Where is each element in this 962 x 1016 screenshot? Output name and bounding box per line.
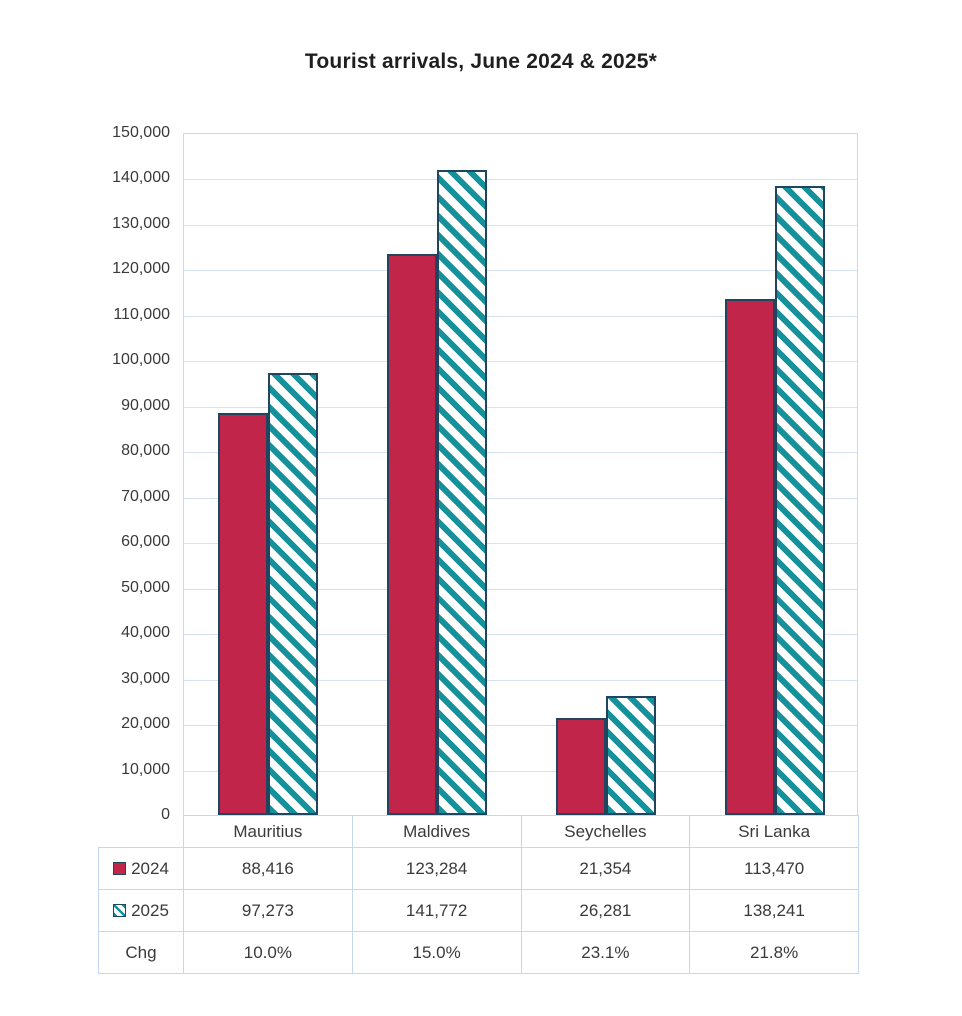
value-2024-sri-lanka: 113,470	[689, 847, 859, 890]
y-axis-tick-label: 80,000	[121, 442, 170, 460]
bar-2025-sri-lanka	[774, 186, 825, 815]
gridline	[184, 725, 857, 727]
bar-2024-mauritius	[218, 413, 269, 815]
change-value-sri-lanka: 21.8%	[689, 931, 859, 974]
legend-key-2025: 2025	[98, 889, 184, 932]
category-header-sri-lanka: Sri Lanka	[689, 815, 859, 848]
legend-key-2024: 2024	[98, 847, 184, 890]
plot-area	[183, 133, 858, 815]
y-axis-tick-label: 140,000	[112, 169, 170, 187]
value-2025-sri-lanka: 138,241	[689, 889, 859, 932]
gridline	[184, 270, 857, 272]
change-value-mauritius: 10.0%	[183, 931, 353, 974]
gridline	[184, 497, 857, 499]
change-row-label: Chg	[98, 931, 184, 974]
y-axis-tick-label: 60,000	[121, 533, 170, 551]
y-axis-tick-label: 10,000	[121, 760, 170, 778]
y-axis-tick-label: 110,000	[113, 305, 170, 323]
change-value-maldives: 15.0%	[351, 931, 522, 974]
legend-label-2024: 2024	[131, 858, 169, 878]
y-axis-tick-label: 70,000	[121, 487, 170, 505]
gridline	[184, 634, 857, 636]
change-value-seychelles: 23.1%	[520, 931, 691, 974]
value-2024-mauritius: 88,416	[183, 847, 353, 890]
gridline	[184, 179, 857, 181]
y-axis-tick-label: 20,000	[121, 715, 170, 733]
y-axis-tick-label: 100,000	[112, 351, 170, 369]
y-axis-tick-label: 130,000	[112, 214, 170, 232]
bar-2024-maldives	[387, 254, 438, 815]
category-header-maldives: Maldives	[351, 815, 522, 848]
y-axis-tick-label: 150,000	[112, 124, 170, 141]
gridline	[184, 588, 857, 590]
y-axis-tick-label: 120,000	[112, 260, 170, 278]
legend-marker-2024-icon	[113, 861, 127, 875]
value-2025-maldives: 141,772	[351, 889, 522, 932]
category-header-mauritius: Mauritius	[183, 815, 353, 848]
gridline	[184, 452, 857, 454]
value-2025-seychelles: 26,281	[520, 889, 691, 932]
value-2025-mauritius: 97,273	[183, 889, 353, 932]
gridline	[184, 679, 857, 681]
y-axis-tick-label: 50,000	[121, 578, 170, 596]
y-axis-tick-label: 0	[161, 806, 170, 823]
y-axis-tick-label: 90,000	[121, 396, 170, 414]
y-axis-tick-label: 30,000	[121, 669, 170, 687]
gridline	[184, 315, 857, 317]
value-2024-seychelles: 21,354	[520, 847, 691, 890]
chart-title: Tourist arrivals, June 2024 & 2025*	[304, 50, 658, 73]
bar-2025-mauritius	[268, 372, 319, 815]
legend-label-2025: 2025	[131, 900, 169, 920]
y-axis-tick-label: 40,000	[121, 624, 170, 642]
gridline	[184, 224, 857, 226]
table-corner-blank	[99, 816, 184, 848]
gridline	[184, 543, 857, 545]
value-2024-maldives: 123,284	[351, 847, 522, 890]
gridline	[184, 770, 857, 772]
data-table: Mauritius Maldives Seychelles Sri Lanka 2024…	[98, 815, 859, 974]
category-header-seychelles: Seychelles	[520, 815, 691, 848]
bar-2024-sri-lanka	[724, 299, 775, 815]
bar-2025-maldives	[437, 170, 488, 815]
legend-marker-2025-icon	[113, 903, 127, 917]
bar-2024-seychelles	[555, 717, 606, 815]
gridline	[184, 361, 857, 363]
gridline	[184, 406, 857, 408]
bar-2025-seychelles	[605, 695, 656, 815]
